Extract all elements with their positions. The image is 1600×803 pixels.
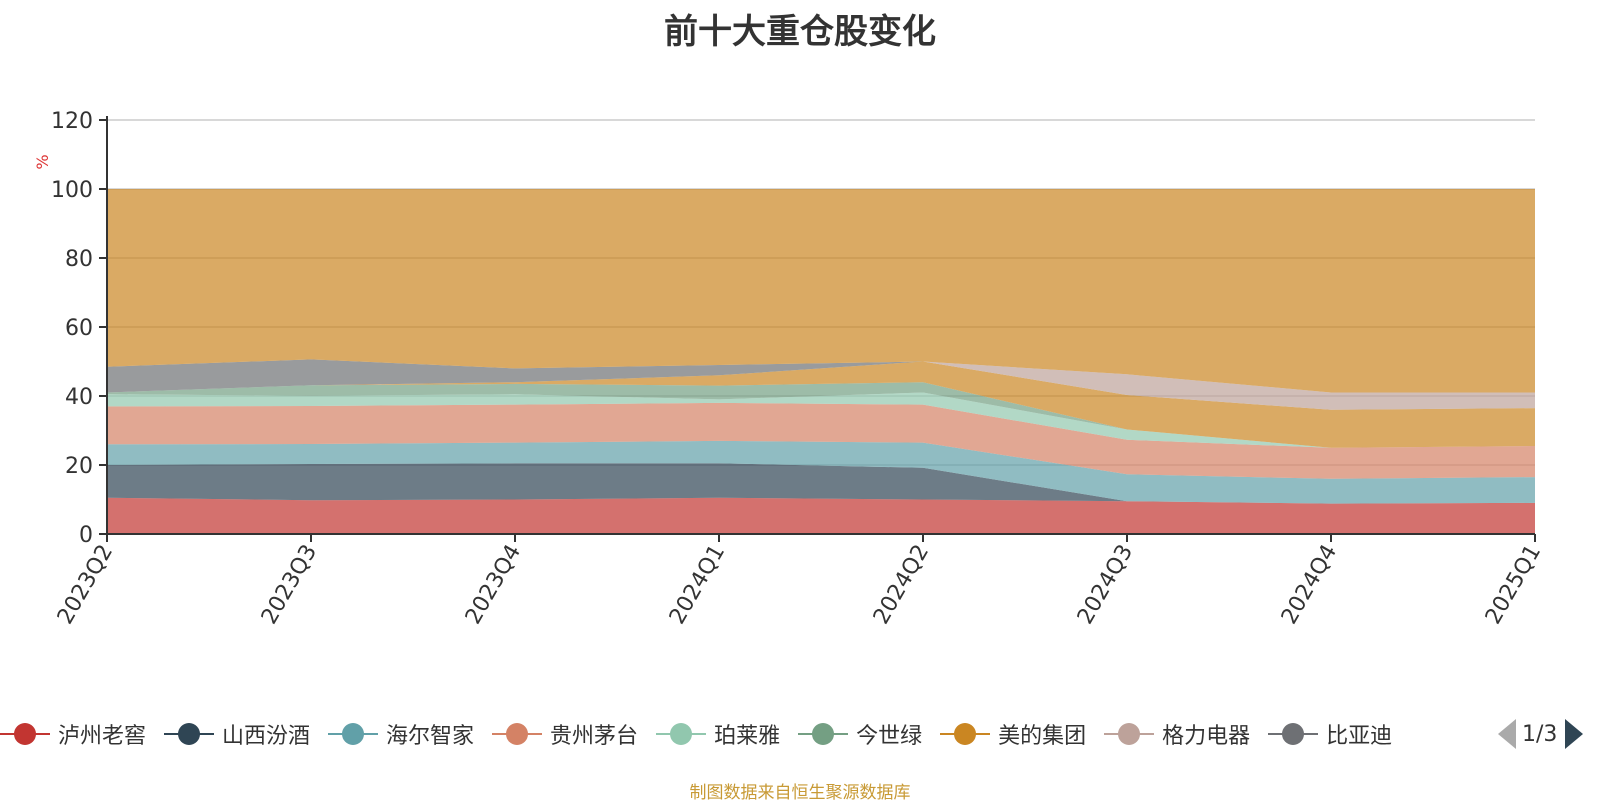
legend-marker-icon: [1268, 723, 1319, 745]
area-山西汾酒[interactable]: [107, 463, 1535, 504]
legend-item[interactable]: 珀莱雅: [656, 716, 780, 752]
area-珀莱雅[interactable]: [107, 392, 1535, 448]
legend-dot-icon: [506, 723, 529, 745]
legend-item[interactable]: 泸州老窖: [0, 716, 146, 752]
y-axis-label: %: [33, 154, 52, 169]
legend-item[interactable]: 海尔智家: [328, 716, 474, 752]
x-tick-label: 2024Q1: [665, 541, 730, 629]
legend-label: 今世绿: [856, 724, 923, 749]
x-tick-label: 2023Q4: [461, 541, 526, 629]
legend-marker-icon: [656, 723, 707, 745]
legend-dot-icon: [670, 723, 693, 745]
legend-label: 比亚迪: [1326, 724, 1393, 749]
legend-dot-icon: [342, 723, 365, 745]
legend-next-page-icon[interactable]: [1565, 719, 1584, 749]
chart-title: 前十大重仓股变化: [664, 12, 936, 52]
y-tick-label: 120: [51, 109, 93, 134]
x-tick-label: 2023Q3: [257, 541, 322, 629]
legend-pager: 1/3: [1498, 716, 1584, 752]
y-tick-label: 100: [51, 178, 93, 203]
legend-marker-icon: [1104, 723, 1155, 745]
legend-item[interactable]: 山西汾酒: [164, 716, 310, 752]
legend-dot-icon: [1118, 723, 1141, 745]
area-比亚迪[interactable]: [107, 359, 1535, 393]
area-今世绿[interactable]: [107, 382, 1535, 448]
legend: 泸州老窖 山西汾酒 海尔智家 贵州茅台 珀莱雅 今世绿 美的集团 格力电器 比亚迪: [0, 716, 1480, 752]
y-tick-label: 20: [65, 454, 93, 479]
legend-marker-icon: [0, 723, 50, 745]
legend-item[interactable]: 格力电器: [1104, 716, 1250, 752]
x-tick-label: 2023Q2: [53, 541, 118, 629]
data-source-note: 制图数据来自恒生聚源数据库: [689, 783, 911, 803]
legend-dot-icon: [954, 723, 977, 745]
x-tick-label: 2024Q4: [1277, 541, 1342, 629]
area-格力电器[interactable]: [107, 361, 1535, 410]
legend-dot-icon: [812, 723, 835, 745]
legend-page-indicator: 1/3: [1522, 721, 1558, 747]
legend-label: 格力电器: [1162, 724, 1251, 749]
legend-label: 贵州茅台: [550, 724, 639, 749]
legend-item[interactable]: 今世绿: [798, 716, 922, 752]
area-泸州老窖[interactable]: [107, 497, 1535, 534]
legend-marker-icon: [492, 723, 543, 745]
x-tick-label: 2024Q3: [1073, 541, 1138, 629]
y-tick-label: 40: [65, 385, 93, 410]
stacked-area-chart: 0 20 40 60 80 100 120 2023Q2 2023Q3 2023Q4 2024Q1 2…: [33, 109, 1546, 629]
y-tick-label: 80: [65, 247, 93, 272]
legend-label: 珀莱雅: [714, 724, 781, 749]
legend-label: 山西汾酒: [222, 724, 311, 749]
area-series: [107, 189, 1535, 534]
legend-prev-page-icon[interactable]: [1498, 719, 1516, 749]
legend-marker-icon: [328, 723, 379, 745]
legend-marker-icon: [164, 723, 215, 745]
area-贵州茅台[interactable]: [107, 402, 1535, 479]
legend-marker-icon: [940, 723, 991, 745]
legend-label: 泸州老窖: [58, 724, 147, 749]
area-美的集团[interactable]: [107, 361, 1535, 448]
y-tick-label: 0: [79, 523, 93, 548]
area-remainder[interactable]: [107, 189, 1535, 393]
legend-label: 海尔智家: [386, 724, 475, 749]
area-海尔智家[interactable]: [107, 440, 1535, 504]
x-tick-label: 2024Q2: [869, 541, 934, 629]
legend-item[interactable]: 贵州茅台: [492, 716, 638, 752]
legend-item[interactable]: 美的集团: [940, 716, 1086, 752]
legend-dot-icon: [178, 723, 201, 745]
legend-label: 美的集团: [998, 724, 1087, 749]
legend-dot-icon: [14, 723, 36, 745]
legend-dot-icon: [1282, 723, 1305, 745]
y-tick-label: 60: [65, 316, 93, 341]
x-tick-label: 2025Q1: [1481, 541, 1546, 629]
legend-marker-icon: [798, 723, 849, 745]
legend-item[interactable]: 比亚迪: [1268, 716, 1392, 752]
